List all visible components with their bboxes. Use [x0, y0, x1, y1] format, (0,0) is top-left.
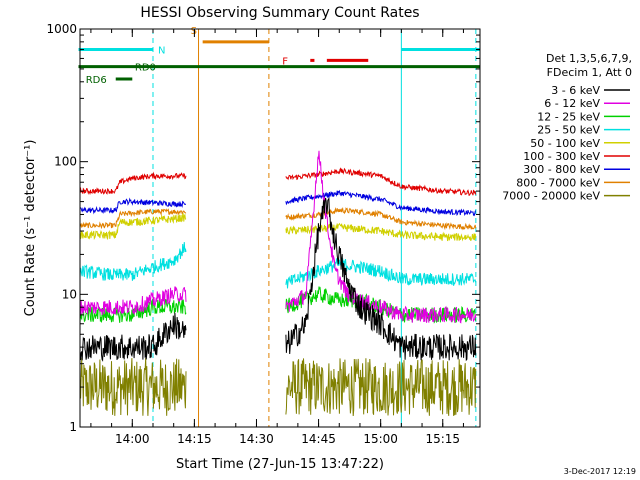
plot-area: N S F RD0 RD6: [78, 26, 480, 427]
x-axis-label: Start Time (27-Jun-15 13:47:22): [176, 457, 384, 472]
y-tick-label-2: 100: [54, 155, 77, 169]
chart-title: HESSI Observing Summary Count Rates: [140, 5, 419, 21]
flag-label-f: F: [282, 56, 288, 67]
x-tick-label-0: 14:00: [115, 432, 150, 446]
flag-label-rd6: RD6: [86, 75, 107, 86]
series-line-3: [79, 242, 477, 289]
legend-label-5: 100 - 300 keV: [523, 150, 600, 163]
legend-label-3: 25 - 50 keV: [537, 124, 600, 137]
flag-label-s: S: [191, 26, 197, 37]
legend-label-7: 800 - 7000 keV: [516, 176, 600, 189]
y-tick-label-3: 1000: [46, 22, 77, 36]
x-tick-label-5: 15:15: [425, 432, 460, 446]
series-line-6: [79, 189, 477, 217]
footer-date: 3-Dec-2017 12:19: [564, 467, 636, 476]
y-tick-label-1: 10: [62, 287, 77, 301]
y-axis-label: Count Rate (s⁻¹ detector⁻¹): [23, 140, 38, 317]
legend: Det 1,3,5,6,7,9, FDecim 1, Att 0 3 - 6 k…: [502, 52, 632, 203]
legend-label-2: 12 - 25 keV: [537, 110, 600, 123]
legend-label-0: 3 - 6 keV: [551, 84, 600, 97]
plot-frame: [79, 28, 481, 428]
series-line-5: [79, 167, 477, 197]
flag-label-rd0: RD0: [135, 63, 156, 74]
x-tick-label-4: 15:00: [363, 432, 398, 446]
series-line-7: [79, 206, 477, 231]
series-line-0: [79, 197, 477, 362]
flag-label-n: N: [158, 46, 165, 57]
x-tick-label-2: 14:30: [239, 432, 274, 446]
y-tick-label-0: 1: [69, 420, 77, 434]
series-line-8: [79, 357, 477, 417]
legend-label-4: 50 - 100 keV: [530, 137, 600, 150]
x-tick-label-1: 14:15: [177, 432, 212, 446]
legend-label-1: 6 - 12 keV: [544, 97, 600, 110]
axes: 14:00 14:15 14:30 14:45 15:00 15:15 1 10 100 1000: [46, 22, 480, 446]
legend-label-8: 7000 - 20000 keV: [502, 190, 600, 203]
legend-header-line-2: FDecim 1, Att 0: [547, 66, 632, 79]
x-tick-label-3: 14:45: [301, 432, 336, 446]
legend-label-6: 300 - 800 keV: [523, 163, 600, 176]
legend-header-line-1: Det 1,3,5,6,7,9,: [546, 52, 632, 65]
series-line-1: [79, 150, 477, 324]
